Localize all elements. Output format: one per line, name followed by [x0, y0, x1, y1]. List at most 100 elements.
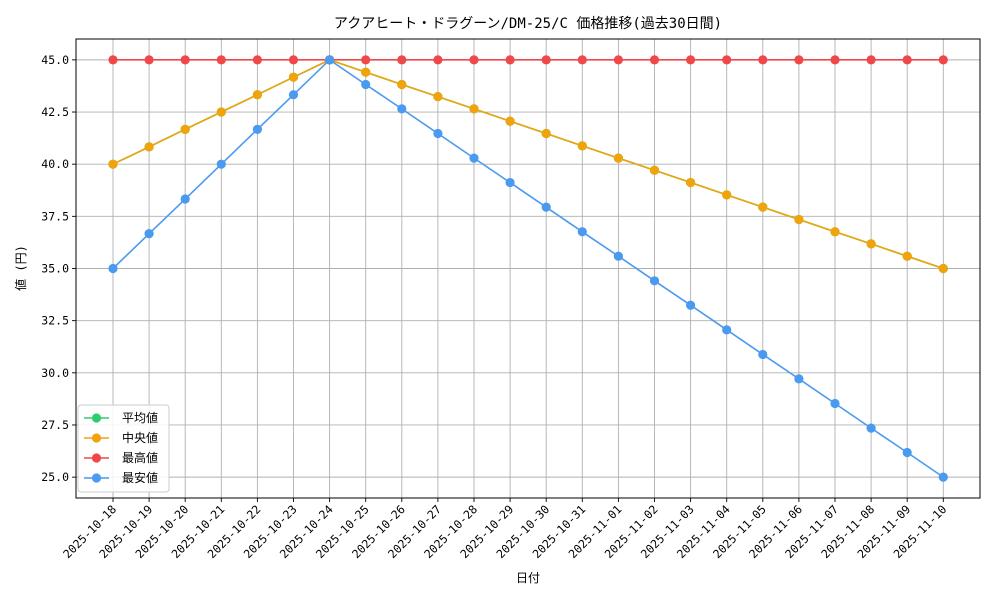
data-point	[866, 55, 876, 65]
data-point	[577, 227, 587, 237]
data-point	[938, 263, 948, 274]
data-point	[794, 374, 804, 384]
data-point	[541, 55, 551, 65]
data-point	[469, 55, 479, 65]
legend-label: 最安値	[122, 470, 158, 485]
y-axis-label: 値 (円)	[13, 245, 28, 291]
data-point	[433, 128, 443, 139]
data-point	[830, 55, 840, 65]
data-point	[722, 55, 732, 65]
data-point	[397, 104, 407, 114]
data-point	[216, 107, 226, 117]
data-point	[288, 90, 299, 100]
data-point	[180, 194, 190, 204]
grid	[76, 39, 980, 498]
data-point	[505, 116, 515, 126]
data-point	[397, 79, 407, 90]
data-point	[144, 55, 154, 65]
data-point	[722, 325, 732, 335]
legend-box	[77, 404, 170, 493]
data-point	[758, 349, 768, 360]
data-point	[541, 128, 551, 139]
data-point	[902, 251, 912, 261]
data-point	[541, 202, 551, 212]
y-tick-label: 30.0	[41, 366, 69, 380]
x-axis-label: 日付	[516, 571, 540, 585]
data-point	[180, 124, 190, 134]
series-3	[108, 55, 948, 65]
data-point	[108, 263, 118, 274]
series-line	[112, 58, 944, 478]
axis-ticks: 2025-10-182025-10-192025-10-202025-10-21…	[41, 53, 949, 561]
y-tick-label: 35.0	[41, 262, 69, 276]
data-point	[216, 55, 226, 65]
data-point	[866, 423, 876, 433]
data-point	[216, 159, 226, 169]
legend-marker	[91, 433, 102, 443]
data-point	[252, 124, 262, 134]
y-tick-label: 42.5	[41, 105, 69, 119]
data-point	[830, 398, 840, 409]
data-point	[144, 142, 154, 152]
legend-marker	[91, 413, 102, 423]
data-point	[613, 251, 624, 261]
data-point	[577, 141, 587, 151]
data-point	[397, 55, 407, 65]
legend-label: 最高値	[122, 450, 158, 465]
data-point	[144, 229, 154, 239]
data-point	[902, 55, 912, 65]
data-point	[325, 55, 335, 65]
data-point	[866, 239, 876, 249]
data-point	[252, 55, 262, 65]
data-point	[902, 447, 912, 458]
data-point	[794, 55, 804, 65]
y-tick-label: 27.5	[41, 418, 69, 432]
y-tick-label: 37.5	[41, 209, 69, 223]
data-point	[433, 55, 443, 65]
series-2	[108, 55, 948, 274]
data-point	[686, 177, 696, 188]
data-point	[830, 227, 840, 237]
series-group	[108, 55, 948, 482]
data-point	[613, 153, 624, 163]
series-4	[108, 55, 948, 482]
data-point	[108, 159, 118, 169]
data-point	[938, 55, 948, 65]
data-point	[794, 214, 804, 225]
data-point	[288, 72, 299, 82]
data-point	[505, 177, 515, 188]
data-point	[649, 165, 660, 175]
data-point	[649, 55, 660, 65]
legend-marker	[91, 473, 102, 483]
data-point	[938, 472, 948, 482]
data-point	[613, 55, 624, 65]
y-tick-label: 25.0	[41, 470, 69, 484]
y-tick-label: 45.0	[41, 53, 69, 67]
data-point	[758, 55, 768, 65]
data-point	[361, 55, 371, 65]
data-point	[649, 276, 660, 286]
data-point	[361, 67, 371, 77]
data-point	[722, 190, 732, 200]
series-line	[112, 58, 944, 270]
legend-label: 平均値	[122, 410, 158, 425]
legend-label: 中央値	[122, 430, 158, 445]
data-point	[577, 55, 587, 65]
y-tick-label: 40.0	[41, 157, 69, 171]
chart-title: アクアヒート・ドラグーン/DM-25/C 価格推移(過去30日間)	[334, 16, 722, 32]
data-point	[686, 300, 696, 310]
data-point	[469, 153, 479, 163]
data-point	[758, 202, 768, 212]
legend-marker	[91, 453, 102, 463]
data-point	[361, 79, 371, 90]
data-point	[505, 55, 515, 65]
data-point	[686, 55, 696, 65]
data-point	[433, 91, 443, 102]
data-point	[180, 55, 190, 65]
data-point	[469, 104, 479, 114]
data-point	[252, 90, 262, 100]
data-point	[108, 55, 118, 65]
data-point	[288, 55, 299, 65]
